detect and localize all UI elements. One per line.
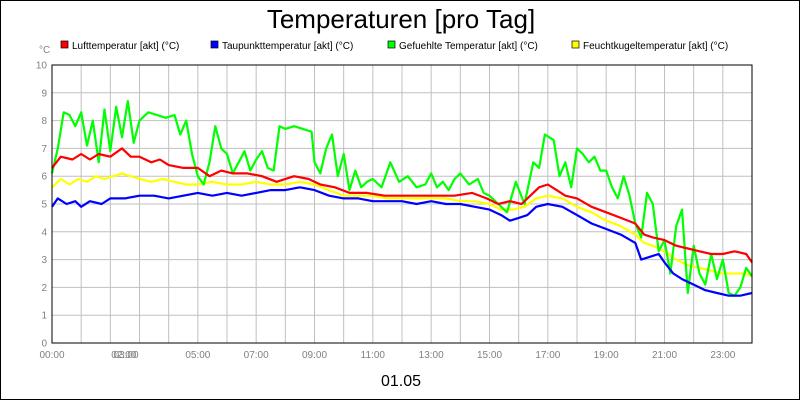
legend-label: Feuchtkugeltemperatur [akt] (°C) bbox=[583, 41, 728, 52]
y-tick-label: 5 bbox=[41, 200, 47, 211]
series-line-3 bbox=[50, 100, 753, 297]
x-tick-label: 00:00 bbox=[39, 350, 64, 361]
series-line-2 bbox=[51, 186, 753, 297]
y-tick-label: 10 bbox=[36, 61, 48, 72]
x-tick-label: 15:00 bbox=[477, 350, 502, 361]
x-tick-label: 21:00 bbox=[652, 350, 677, 361]
x-tick-label: 17:00 bbox=[535, 350, 560, 361]
x-tick-label: 03:00 bbox=[114, 350, 139, 361]
y-tick-label: 3 bbox=[41, 255, 47, 266]
y-tick-label: 0 bbox=[41, 339, 47, 350]
legend-swatch bbox=[571, 40, 580, 49]
x-tick-label: 05:00 bbox=[185, 350, 210, 361]
legend-label: Lufttemperatur [akt] (°C) bbox=[72, 41, 179, 52]
x-tick-label: 19:00 bbox=[594, 350, 619, 361]
legend-label: Gefuehlte Temperatur [akt] (°C) bbox=[399, 41, 538, 52]
legend-swatch bbox=[60, 40, 69, 49]
x-tick-label: 23:00 bbox=[710, 350, 735, 361]
series-line-4 bbox=[51, 172, 753, 278]
chart-title: Temperaturen [pro Tag] bbox=[267, 4, 535, 34]
series-layer bbox=[50, 100, 753, 297]
legend-swatch bbox=[387, 40, 396, 49]
x-tick-label: 11:00 bbox=[361, 350, 386, 361]
x-tick-label: 02:00 bbox=[111, 350, 136, 361]
x-tick-label: 07:00 bbox=[244, 350, 269, 361]
y-axis-unit: °C bbox=[39, 45, 50, 56]
y-axis-ticks: 0 1 2 3 4 5 6 7 8 9 10 bbox=[36, 61, 48, 350]
y-tick-label: 4 bbox=[41, 227, 47, 238]
date-label: 01.05 bbox=[381, 373, 421, 390]
y-tick-label: 9 bbox=[41, 88, 47, 99]
legend-swatch bbox=[210, 40, 219, 49]
y-tick-label: 2 bbox=[41, 283, 47, 294]
x-tick-label: 09:00 bbox=[302, 350, 327, 361]
x-tick-label: 13:00 bbox=[419, 350, 444, 361]
series-line-1 bbox=[51, 147, 753, 264]
plot-border bbox=[51, 64, 753, 344]
legend: Lufttemperatur [akt] (°C) Taupunkttempera… bbox=[60, 40, 728, 52]
y-tick-label: 6 bbox=[41, 172, 47, 183]
y-tick-label: 1 bbox=[41, 311, 47, 322]
y-tick-label: 7 bbox=[41, 144, 47, 155]
legend-label: Taupunkttemperatur [akt] (°C) bbox=[222, 41, 353, 52]
y-tick-label: 8 bbox=[41, 116, 47, 127]
